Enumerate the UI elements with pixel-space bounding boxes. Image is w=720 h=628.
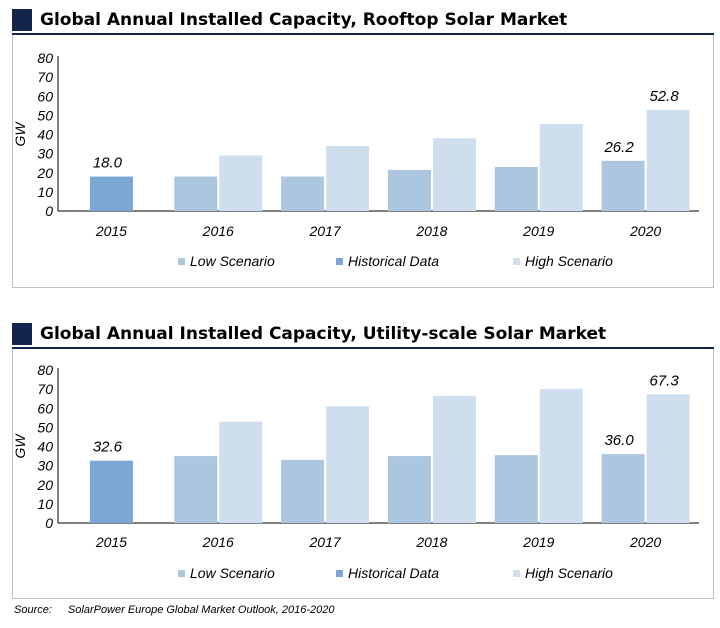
title-marker-icon bbox=[12, 9, 32, 31]
bar-high-scenario-2020 bbox=[646, 110, 690, 211]
chart-2-rule bbox=[12, 347, 714, 349]
x-tick-label: 2019 bbox=[522, 223, 554, 239]
x-tick-label: 2016 bbox=[202, 534, 234, 550]
y-tick-label: 20 bbox=[36, 165, 53, 181]
bar-low-scenario-2016 bbox=[174, 456, 218, 523]
chart-1-title-text: Global Annual Installed Capacity, Roofto… bbox=[40, 10, 568, 30]
title-marker-icon bbox=[12, 323, 32, 345]
bar-low-scenario-2020 bbox=[601, 160, 645, 211]
y-tick-label: 80 bbox=[37, 362, 53, 378]
bar-historical-data-2015 bbox=[89, 460, 133, 523]
bar-low-scenario-2019 bbox=[494, 455, 538, 523]
data-label: 18.0 bbox=[93, 155, 123, 172]
legend-swatch-historical-data bbox=[336, 570, 343, 577]
bar-high-scenario-2016 bbox=[219, 421, 263, 523]
legend-label: Historical Data bbox=[348, 565, 439, 581]
legend-swatch-low-scenario bbox=[178, 258, 185, 265]
x-tick-label: 2019 bbox=[522, 534, 554, 550]
bar-low-scenario-2018 bbox=[387, 456, 431, 523]
y-tick-label: 0 bbox=[45, 515, 53, 531]
bar-high-scenario-2019 bbox=[539, 389, 583, 523]
x-tick-label: 2017 bbox=[309, 534, 342, 550]
chart-1-frame bbox=[12, 35, 714, 288]
bar-historical-data-2015 bbox=[89, 176, 133, 211]
bar-low-scenario-2017 bbox=[281, 176, 325, 211]
y-axis-title: GW bbox=[13, 433, 28, 459]
y-tick-label: 70 bbox=[37, 381, 53, 397]
x-tick-label: 2018 bbox=[415, 223, 447, 239]
source-note: Source: SolarPower Europe Global Market O… bbox=[14, 604, 351, 616]
y-tick-label: 20 bbox=[36, 477, 53, 493]
bar-low-scenario-2020 bbox=[601, 454, 645, 523]
bar-low-scenario-2019 bbox=[494, 167, 538, 211]
bar-high-scenario-2019 bbox=[539, 123, 583, 211]
y-tick-label: 60 bbox=[37, 400, 53, 416]
legend-swatch-low-scenario bbox=[178, 570, 185, 577]
bar-high-scenario-2020 bbox=[646, 394, 690, 523]
data-label: 67.3 bbox=[649, 372, 679, 389]
legend-swatch-historical-data bbox=[336, 258, 343, 265]
chart-2-title: Global Annual Installed Capacity, Utilit… bbox=[12, 322, 606, 346]
chart-1-rule bbox=[12, 33, 714, 35]
legend-label: Historical Data bbox=[348, 253, 439, 269]
y-tick-label: 30 bbox=[37, 458, 53, 474]
legend-label: High Scenario bbox=[525, 253, 613, 269]
y-tick-label: 40 bbox=[37, 439, 53, 455]
bar-high-scenario-2017 bbox=[326, 406, 370, 523]
legend-label: High Scenario bbox=[525, 565, 613, 581]
y-tick-label: 10 bbox=[37, 496, 53, 512]
y-tick-label: 80 bbox=[37, 50, 53, 66]
chart-2-frame bbox=[12, 349, 714, 599]
x-tick-label: 2020 bbox=[629, 534, 661, 550]
bar-low-scenario-2017 bbox=[281, 459, 325, 523]
bar-low-scenario-2018 bbox=[387, 169, 431, 211]
y-tick-label: 10 bbox=[37, 184, 53, 200]
data-label: 36.0 bbox=[604, 432, 634, 449]
y-tick-label: 30 bbox=[37, 146, 53, 162]
y-tick-label: 70 bbox=[37, 69, 53, 85]
legend-swatch-high-scenario bbox=[513, 258, 520, 265]
legend-label: Low Scenario bbox=[190, 565, 275, 581]
chart-2-title-text: Global Annual Installed Capacity, Utilit… bbox=[40, 324, 607, 344]
bar-low-scenario-2016 bbox=[174, 176, 218, 211]
bar-high-scenario-2016 bbox=[219, 155, 263, 211]
bar-high-scenario-2018 bbox=[432, 138, 476, 211]
chart-1-plot: 0 10 20 30 40 50 60 70 80 GW 2015 2016 2017 2018 2019 2… bbox=[13, 50, 699, 269]
x-tick-label: 2017 bbox=[309, 223, 342, 239]
chart-2-plot: 0 10 20 30 40 50 60 70 80 GW 2015 2016 2017 2018 2019 2… bbox=[13, 362, 699, 581]
bar-high-scenario-2018 bbox=[432, 395, 476, 523]
data-label: 32.6 bbox=[93, 439, 123, 456]
y-tick-label: 40 bbox=[37, 127, 53, 143]
legend-label: Low Scenario bbox=[190, 253, 275, 269]
bar-high-scenario-2017 bbox=[326, 145, 370, 211]
x-tick-label: 2015 bbox=[95, 223, 127, 239]
source-label: Source: bbox=[14, 604, 52, 616]
y-tick-label: 60 bbox=[37, 88, 53, 104]
y-tick-label: 50 bbox=[37, 419, 53, 435]
y-axis-title: GW bbox=[13, 121, 28, 147]
chart-1-title: Global Annual Installed Capacity, Roofto… bbox=[12, 8, 567, 32]
x-tick-label: 2016 bbox=[202, 223, 234, 239]
x-tick-label: 2018 bbox=[415, 534, 447, 550]
legend-swatch-high-scenario bbox=[513, 570, 520, 577]
data-label: 52.8 bbox=[649, 88, 679, 105]
x-tick-label: 2015 bbox=[95, 534, 127, 550]
x-tick-label: 2020 bbox=[629, 223, 661, 239]
data-label: 26.2 bbox=[603, 139, 634, 156]
y-tick-label: 50 bbox=[37, 107, 53, 123]
y-tick-label: 0 bbox=[45, 203, 53, 219]
source-text: SolarPower Europe Global Market Outlook,… bbox=[67, 604, 335, 616]
